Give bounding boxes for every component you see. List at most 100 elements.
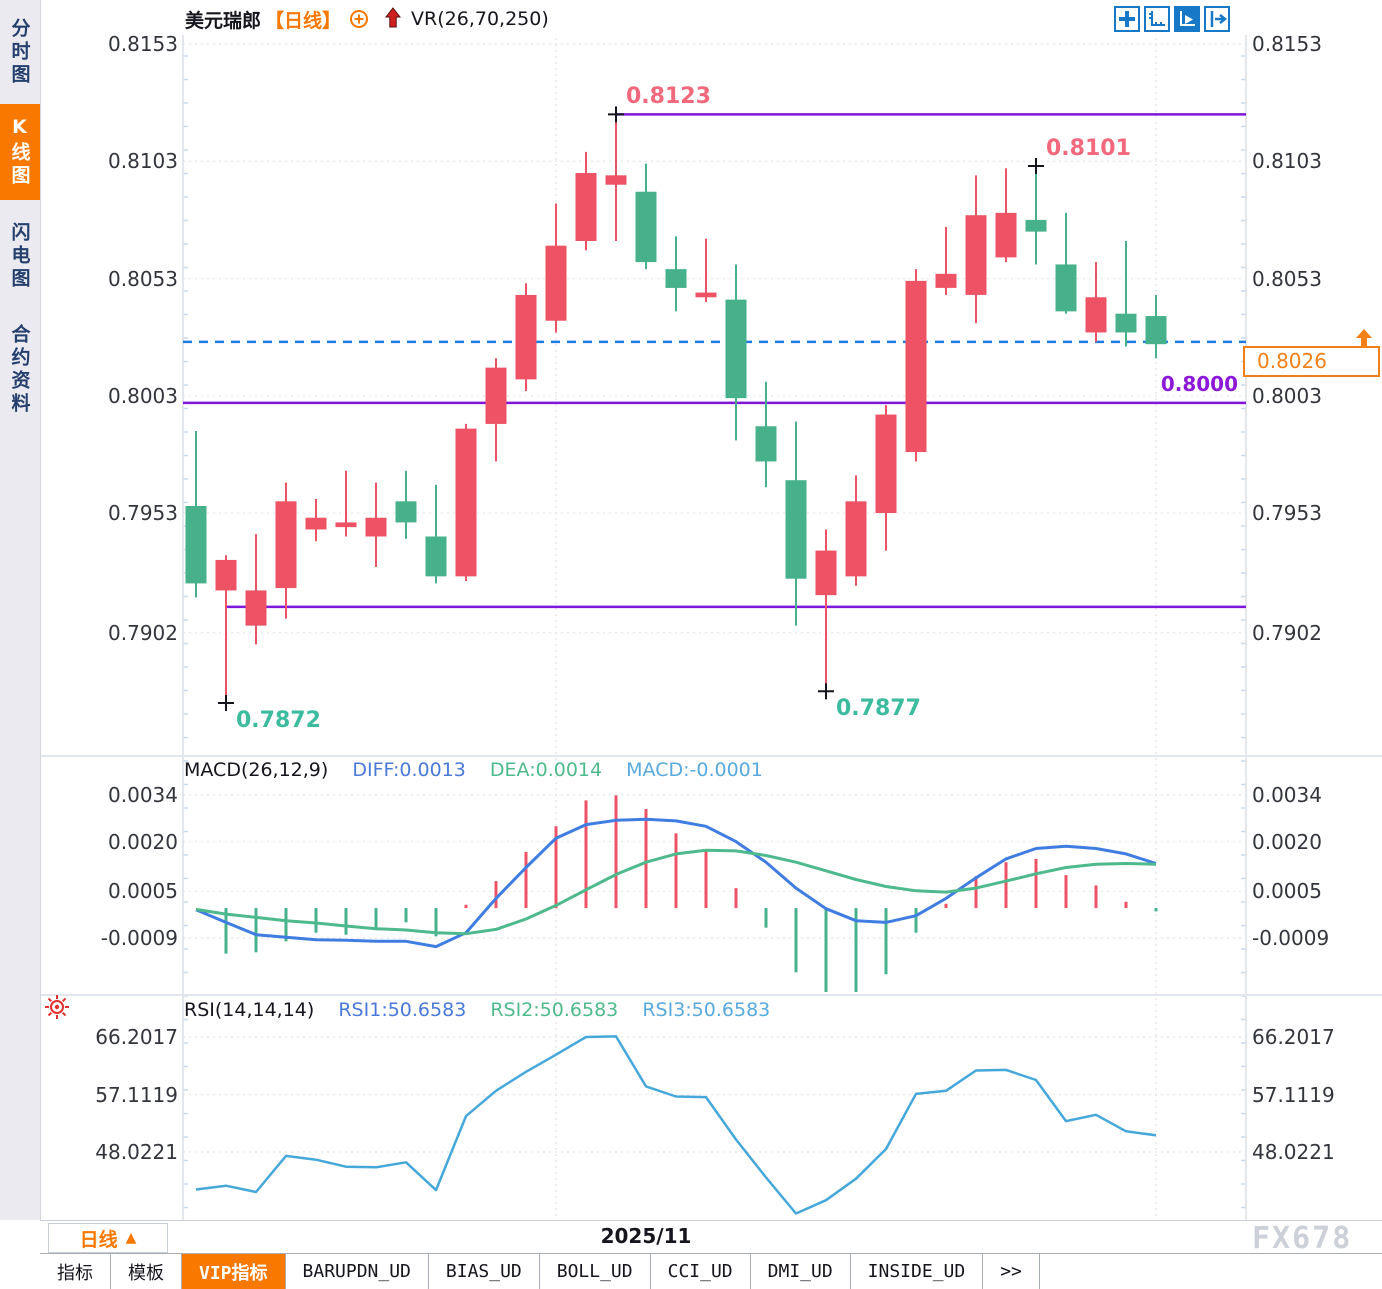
candle-body[interactable] [1145, 316, 1167, 345]
sidebar-item-kline-chart[interactable]: K线图 [0, 104, 40, 200]
triangle-up-icon: ▲ [125, 1230, 137, 1246]
y-axis-label: 0.8003 [1252, 383, 1322, 408]
dea-line [195, 848, 1157, 936]
tab-boll_ud[interactable]: BOLL_UD [540, 1254, 651, 1289]
candle-body[interactable] [575, 172, 597, 241]
tab-vip-[interactable]: VIP指标 [182, 1254, 286, 1289]
y-axis-label: 0.8153 [108, 32, 178, 56]
axis-scale-icon[interactable] [1144, 6, 1170, 32]
candle-body[interactable] [995, 212, 1017, 258]
candle-body[interactable] [755, 426, 777, 462]
y-axis-label: 57.1119 [95, 1082, 178, 1107]
candle-body[interactable] [185, 506, 207, 584]
chart-titlebar: 美元瑞郎 【日线】 VR(26,70,250) [185, 5, 549, 33]
y-axis-label: 0.0020 [1252, 829, 1322, 854]
candle-body[interactable] [455, 428, 477, 577]
swing-low-label: 0.7872 [236, 708, 321, 733]
swing-high-label: 0.8101 [1046, 135, 1131, 161]
candle-body[interactable] [815, 550, 837, 596]
symbol-title: 美元瑞郎 [185, 9, 262, 32]
circle-plus-icon[interactable] [349, 9, 369, 29]
y-axis-label: -0.0009 [1252, 926, 1330, 950]
candle-body[interactable] [335, 522, 357, 528]
current-price-value: 0.8026 [1257, 349, 1327, 373]
swing-high-label: 0.8123 [626, 84, 711, 110]
tab-cci_ud[interactable]: CCI_UD [651, 1254, 751, 1289]
y-axis-label: 66.2017 [1252, 1025, 1335, 1049]
candle-body[interactable] [965, 215, 987, 295]
sidebar-item-time-chart[interactable]: 分时图 [8, 17, 31, 87]
candle-body[interactable] [605, 175, 627, 185]
sidebar-item-flash-chart[interactable]: 闪电图 [8, 221, 31, 291]
y-axis-label: -0.0009 [100, 926, 178, 950]
candle-body[interactable] [935, 273, 957, 288]
rsi3-value: RSI3:50.6583 [642, 999, 771, 1021]
tab--[interactable]: 指标 [40, 1254, 111, 1289]
period-selector-button[interactable]: 日线 ▲ [48, 1223, 168, 1253]
swing-low-label: 0.7877 [836, 696, 921, 722]
price-level-label: 0.8000 [1160, 372, 1238, 396]
rsi-line [195, 1035, 1157, 1215]
candle-body[interactable] [665, 269, 687, 288]
candle-body[interactable] [245, 590, 267, 626]
tab-barupdn_ud[interactable]: BARUPDN_UD [286, 1254, 429, 1289]
candle-body[interactable] [365, 517, 387, 537]
y-axis-label: 0.7953 [1252, 501, 1322, 526]
tab-bias_ud[interactable]: BIAS_UD [429, 1254, 540, 1289]
candle-body[interactable] [545, 245, 567, 321]
price-cursor-icon [1352, 329, 1376, 351]
candle-body[interactable] [1115, 313, 1137, 333]
chart-canvas[interactable] [0, 0, 1382, 1220]
candle-body[interactable] [425, 536, 447, 577]
tab--[interactable]: >> [983, 1254, 1040, 1289]
candle-body[interactable] [875, 414, 897, 514]
y-axis-label: 0.8153 [1252, 32, 1322, 56]
candle-body[interactable] [1085, 297, 1107, 333]
price-cross-marker [818, 683, 834, 700]
tab-inside_ud[interactable]: INSIDE_UD [851, 1254, 984, 1289]
exit-right-icon[interactable] [1204, 6, 1230, 32]
sidebar-item-contract-info[interactable]: 合约资料 [8, 324, 31, 416]
macd-pane-header: MACD(26,12,9) DIFF:0.0013 DEA:0.0014 MAC… [184, 759, 763, 781]
y-axis-label: 0.8003 [108, 383, 178, 408]
y-axis-label: 0.8103 [108, 149, 178, 174]
candle-body[interactable] [785, 480, 807, 579]
candle-body[interactable] [515, 294, 537, 380]
candle-body[interactable] [275, 501, 297, 589]
pan-icon[interactable] [1114, 6, 1140, 32]
y-axis-label: 0.7902 [1252, 620, 1322, 645]
playback-icon[interactable] [1174, 6, 1200, 32]
brand-watermark: FX678 [1252, 1221, 1353, 1256]
candle-body[interactable] [395, 501, 417, 523]
tab--[interactable]: 模板 [111, 1254, 182, 1289]
candle-body[interactable] [905, 280, 927, 453]
y-axis-label: 0.0034 [1252, 783, 1322, 807]
y-axis-label: 0.7902 [108, 620, 178, 645]
y-axis-label: 0.8103 [1252, 149, 1322, 174]
alert-sun-icon[interactable] [43, 993, 71, 1025]
y-axis-label: 0.0020 [108, 829, 178, 854]
candlestick-series [185, 114, 1167, 704]
y-axis-label: 0.0034 [108, 783, 178, 807]
candle-body[interactable] [305, 517, 327, 530]
period-selector-label: 日线 [79, 1228, 118, 1251]
x-axis-date-label: 2025/11 [600, 1224, 692, 1248]
candle-body[interactable] [215, 559, 237, 591]
candle-body[interactable] [1055, 264, 1077, 312]
y-axis-label: 48.0221 [1252, 1140, 1335, 1164]
diff-value: DIFF:0.0013 [352, 759, 466, 781]
red-up-arrow-icon [383, 7, 403, 31]
candle-body[interactable] [635, 191, 657, 263]
diff-line [195, 817, 1157, 949]
y-axis-label: 48.0221 [95, 1140, 178, 1164]
y-axis-label: 0.0005 [108, 879, 178, 904]
tab-dmi_ud[interactable]: DMI_UD [751, 1254, 851, 1289]
candle-body[interactable] [485, 367, 507, 424]
candle-body[interactable] [845, 501, 867, 577]
candle-body[interactable] [1025, 219, 1047, 232]
macd-label: MACD(26,12,9) [184, 759, 329, 781]
candle-body[interactable] [725, 299, 747, 399]
candle-body[interactable] [695, 292, 717, 298]
rsi1-value: RSI1:50.6583 [338, 999, 467, 1021]
date-axis-row: 日线 ▲ 2025/11 FX678 [40, 1220, 1382, 1256]
